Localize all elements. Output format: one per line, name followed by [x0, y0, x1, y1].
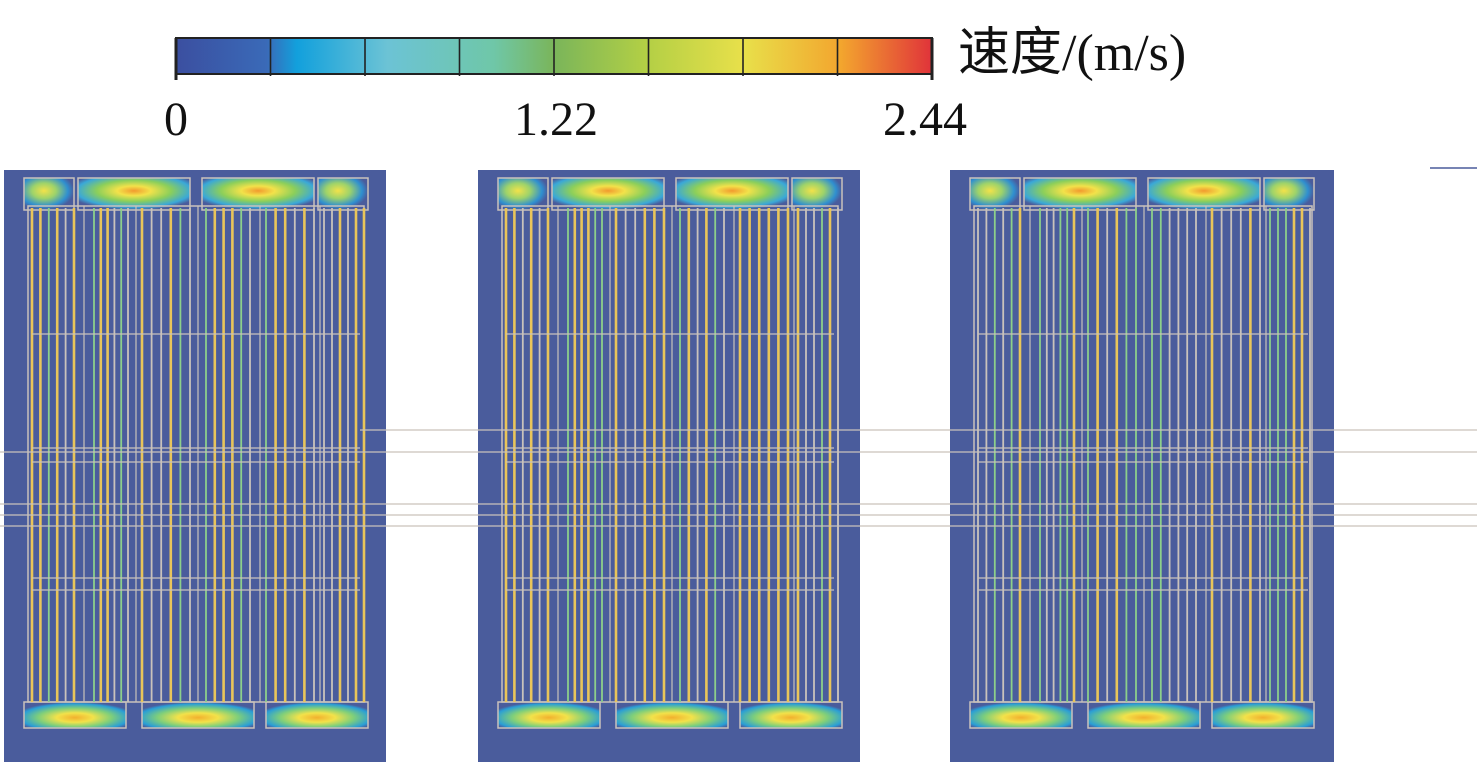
outlet-header-zone [23, 701, 127, 729]
colorbar-tick-marks [174, 38, 934, 80]
outlet-header-zone [141, 701, 255, 729]
colorbar-tick-label-max: 2.44 [883, 93, 967, 146]
outlet-header-zone [739, 701, 843, 729]
contour-panel-1 [4, 170, 386, 762]
inlet-header-zone [675, 177, 789, 211]
outlet-header-zone [969, 701, 1073, 729]
inlet-header-zone [201, 177, 315, 211]
outlet-header-zone [1211, 701, 1315, 729]
inlet-header-zone [969, 177, 1021, 211]
contour-panel-2 [478, 170, 860, 762]
inlet-header-zone [317, 177, 369, 211]
panel-background [478, 170, 860, 762]
tube-lines [504, 208, 839, 702]
outlet-header-zone [615, 701, 729, 729]
inlet-header-zone [1147, 177, 1261, 211]
tube-lines [977, 208, 1311, 702]
contour-panel-3 [950, 170, 1334, 762]
colorbar-legend: 速度/(m/s) 0 1.22 2.44 [0, 0, 1477, 165]
horizontal-guide-lines [0, 167, 1477, 527]
inlet-header-zone [1023, 177, 1137, 211]
colorbar-tick-label-mid: 1.22 [514, 93, 598, 146]
inlet-header-zone [23, 177, 75, 211]
colorbar-tick-label-min: 0 [164, 93, 188, 146]
inlet-header-zone [1263, 177, 1315, 211]
panel-background [4, 170, 386, 762]
inlet-header-zone [791, 177, 843, 211]
outlet-header-zone [265, 701, 369, 729]
inlet-header-zone [77, 177, 191, 211]
tube-bundle-frame [973, 205, 1313, 703]
colorbar [174, 37, 934, 80]
tube-lines [30, 208, 366, 702]
outlet-header-zone [497, 701, 601, 729]
panel-background [950, 170, 1334, 762]
colorbar-unit-label: 速度/(m/s) [958, 25, 1187, 82]
inlet-header-zone [497, 177, 549, 211]
inlet-header-zone [551, 177, 665, 211]
outlet-header-zone [1087, 701, 1201, 729]
